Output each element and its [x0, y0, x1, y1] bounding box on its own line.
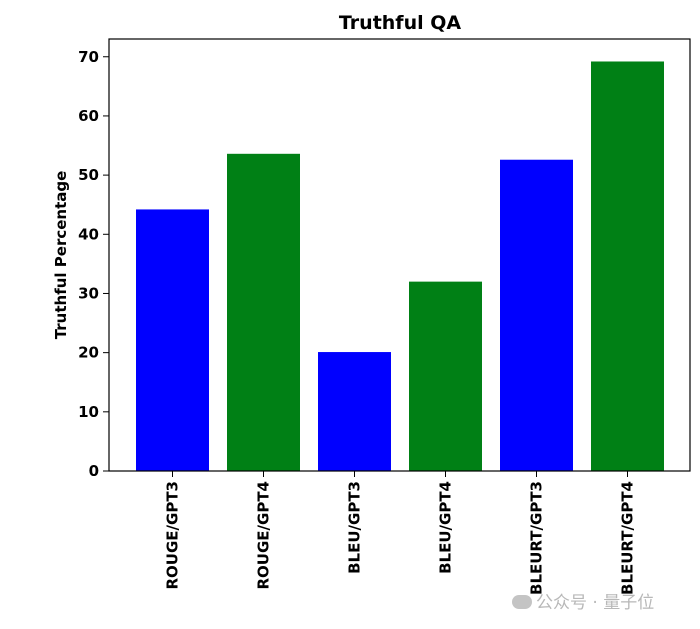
bars-group	[136, 61, 664, 472]
watermark: 公众号 · 量子位	[512, 588, 654, 613]
bar-bleu-gpt4	[409, 281, 482, 471]
x-tick-label: ROUGE/GPT4	[255, 481, 273, 590]
y-tick-label: 50	[78, 166, 99, 184]
x-tick-label: BLEURT/GPT3	[528, 481, 546, 595]
y-tick-label: 40	[78, 225, 99, 243]
y-tick-label: 60	[78, 107, 99, 125]
watermark-text: 公众号 · 量子位	[536, 593, 655, 613]
bar-rouge-gpt4	[227, 153, 300, 471]
x-tick-label: BLEU/GPT3	[346, 481, 364, 574]
plot-frame	[108, 38, 691, 472]
y-tick-label: 20	[78, 344, 99, 362]
x-axis-ticks: ROUGE/GPT3 ROUGE/GPT4 BLEU/GPT3 BLEU/GPT4 BL…	[164, 471, 637, 595]
bar-bleu-gpt3	[318, 352, 391, 471]
y-tick-label: 0	[89, 462, 99, 480]
bar-rouge-gpt3	[136, 209, 209, 472]
x-tick-label: BLEU/GPT4	[437, 481, 455, 574]
x-tick-label: ROUGE/GPT3	[164, 481, 182, 590]
y-axis-ticks: 0 10 20 30 40 50 60 70	[78, 48, 109, 480]
bar-bleurt-gpt4	[591, 61, 664, 471]
chart-title: Truthful QA	[339, 12, 461, 34]
wechat-icon	[512, 595, 532, 609]
x-tick-label: BLEURT/GPT4	[619, 481, 637, 595]
y-tick-label: 30	[78, 284, 99, 302]
y-tick-label: 10	[78, 403, 99, 421]
bar-bleurt-gpt3	[500, 159, 573, 472]
y-axis-label: Truthful Percentage	[52, 171, 70, 340]
y-tick-label: 70	[78, 48, 99, 66]
